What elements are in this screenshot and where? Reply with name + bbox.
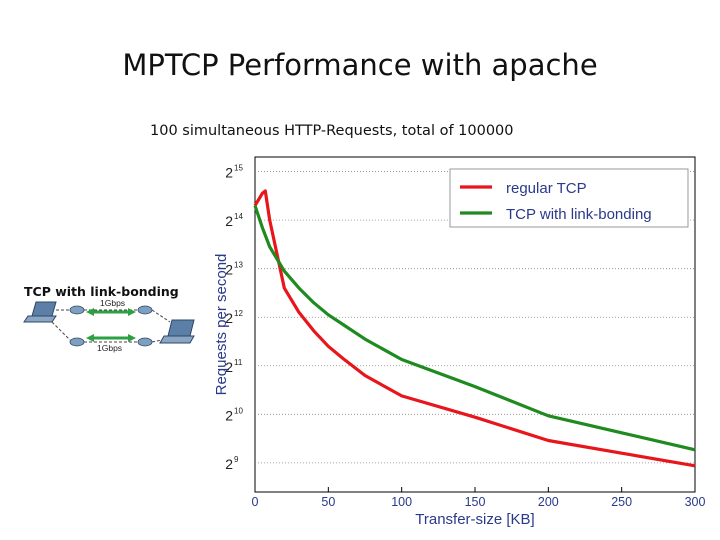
y-tick-exponent: 15 [234,164,243,173]
link-label-bottom: 1Gbps [97,343,123,353]
x-tick-label: 200 [538,495,559,509]
y-tick-exponent: 9 [234,455,239,464]
y-tick-exponent: 14 [234,212,243,221]
x-tick-label: 150 [465,495,486,509]
requests-chart: 2 152 142 132 122 112 102 90 50 100 150 200 250 300Tr… [213,156,706,528]
x-tick-label: 0 [252,495,259,509]
x-tick-label: 300 [685,495,706,509]
y-tick-exponent: 12 [234,309,243,318]
series-line-1 [253,189,696,468]
x-axis-label: Transfer-size [KB] [415,511,534,528]
y-axis-label: Requests per second [213,254,230,396]
legend-label: TCP with link-bonding [506,206,652,223]
series-line-2 [253,205,696,452]
link-label-top: 1Gbps [100,298,126,308]
legend-label: regular TCP [506,180,587,197]
y-tick-label: 2 [225,456,233,472]
y-tick-exponent: 10 [234,406,243,415]
slide-subtitle: 100 simultaneous HTTP-Requests, total of… [150,123,514,139]
legend-box [449,168,689,228]
x-tick-label: 250 [611,495,632,509]
x-tick-label: 100 [391,495,412,509]
y-tick-label: 2 [225,310,233,326]
y-tick-label: 2 [225,359,233,375]
y-tick-exponent: 13 [234,261,243,270]
y-tick-label: 2 [225,213,233,229]
y-tick-label: 2 [225,262,233,278]
y-tick-label: 2 [225,165,233,181]
x-tick-label: 50 [321,495,335,509]
slide-title: MPTCP Performance with apache [122,48,598,82]
link-bonding-diagram [23,301,195,347]
laptop-right-icon [159,319,195,344]
y-tick-exponent: 11 [234,358,243,367]
bonded-link-arrows [86,308,136,342]
diagram-title: TCP with link-bonding [24,284,179,299]
laptop-left-icon [23,301,57,323]
y-tick-label: 2 [225,407,233,423]
